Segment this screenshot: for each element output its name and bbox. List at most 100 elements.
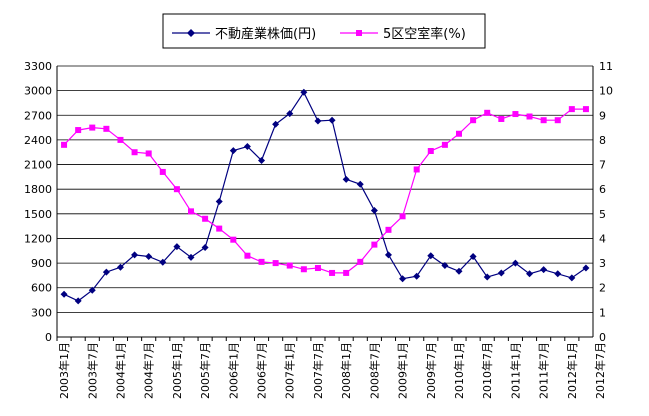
data-point-vacancy [131,149,138,156]
x-tick-label: 2009年1月 [396,342,410,399]
data-point-stock [427,252,435,260]
data-point-stock [342,175,350,183]
y-right-tick-label: 9 [599,109,606,122]
data-point-vacancy [343,269,350,276]
data-point-stock [356,180,364,188]
data-point-stock [145,253,153,261]
data-point-stock [370,207,378,215]
data-point-stock [526,270,534,278]
legend-label-stock: 不動産業株価(円) [215,26,316,42]
data-point-stock [60,290,68,298]
y-left-tick-label: 0 [45,331,52,344]
data-point-stock [497,269,505,277]
data-point-stock [582,264,590,272]
data-point-stock [215,198,223,205]
y-axis-right-labels: 0 1 2 3 4 5 6 7 8 9 10 11 [599,60,613,344]
y-right-tick-label: 7 [599,159,606,172]
data-point-vacancy [385,226,392,233]
data-point-stock [413,272,421,280]
x-tick-label: 2011年1月 [508,342,522,399]
data-point-vacancy [61,141,68,148]
plot-area [57,66,593,337]
y-right-tick-label: 5 [599,208,606,221]
y-right-tick-label: 4 [599,232,606,245]
data-point-vacancy [441,141,448,148]
data-point-vacancy [89,124,96,131]
data-point-vacancy [456,130,462,137]
data-point-vacancy [582,106,589,113]
data-point-stock [441,262,449,270]
data-point-vacancy [329,269,336,276]
y-right-tick-label: 1 [599,306,606,319]
x-tick-label: 2003年1月 [57,342,71,399]
y-left-tick-label: 2700 [24,109,52,122]
data-point-vacancy [498,115,505,122]
y-right-tick-label: 8 [599,134,606,147]
data-point-vacancy [568,106,575,113]
x-tick-label: 2010年7月 [480,342,494,399]
data-point-stock [243,142,251,150]
data-point-stock [511,259,519,267]
data-point-vacancy [258,258,265,265]
data-point-vacancy [427,147,434,154]
data-point-stock [568,274,576,282]
legend-marker-vacancy [356,30,362,36]
data-point-vacancy [272,260,279,267]
x-tick-label: 2005年7月 [198,342,212,399]
data-point-stock [469,253,477,261]
y-left-tick-label: 1500 [24,208,52,221]
series-group [60,88,590,305]
y-right-tick-label: 10 [599,85,613,98]
data-point-vacancy [314,265,321,272]
x-tick-label: 2010年1月 [452,342,466,399]
data-point-stock [159,258,167,266]
data-point-vacancy [188,208,194,215]
data-point-vacancy [554,117,561,124]
legend: 不動産業株価(円) 5区空室率(%) [162,13,486,49]
data-point-stock [314,117,322,125]
legend-label-vacancy: 5区空室率(%) [383,26,466,42]
data-point-vacancy [159,168,166,175]
data-point-vacancy [371,241,378,248]
data-point-stock [102,268,110,276]
x-tick-label: 2012年7月 [593,342,607,399]
data-point-stock [399,275,407,283]
data-point-vacancy [484,109,491,116]
legend-marker-stock [187,29,195,37]
data-point-vacancy [526,113,533,120]
data-point-vacancy [216,225,223,232]
x-tick-label: 2007年1月 [283,342,297,399]
data-point-vacancy [173,186,180,193]
data-point-vacancy [540,117,547,124]
data-point-stock [88,286,96,294]
y-left-tick-label: 3300 [24,60,52,73]
y-right-tick-label: 2 [599,282,606,295]
data-point-vacancy [512,111,519,118]
data-point-stock [131,251,139,259]
y-left-tick-label: 2400 [24,134,52,147]
y-left-tick-label: 1200 [24,232,52,245]
data-point-stock [286,110,294,118]
data-point-vacancy [399,213,406,220]
data-point-vacancy [230,236,237,243]
y-left-tick-label: 1800 [24,183,52,196]
x-tick-label: 2005年1月 [170,342,184,399]
x-tick-label: 2006年7月 [255,342,269,399]
data-point-vacancy [103,125,110,132]
data-point-vacancy [145,150,152,157]
y-right-tick-label: 11 [599,60,613,73]
data-point-stock [258,156,266,164]
y-left-tick-label: 2100 [24,159,52,172]
x-tick-label: 2006年1月 [226,342,240,399]
data-point-stock [554,270,562,278]
x-axis-labels: 2003年1月 2003年7月 2004年1月 2004年7月 2005年1月 2005年… [57,342,607,399]
y-right-tick-label: 6 [599,183,606,196]
data-point-stock [272,120,280,128]
data-point-vacancy [413,166,420,173]
x-tick-label: 2009年7月 [424,342,438,399]
legend-box [162,13,486,49]
data-point-vacancy [75,127,82,134]
data-point-stock [229,147,237,155]
data-point-stock [328,116,336,124]
